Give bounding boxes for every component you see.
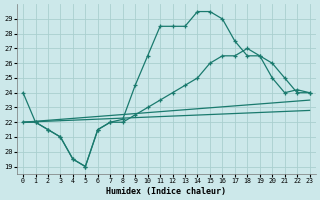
X-axis label: Humidex (Indice chaleur): Humidex (Indice chaleur) [106, 187, 226, 196]
